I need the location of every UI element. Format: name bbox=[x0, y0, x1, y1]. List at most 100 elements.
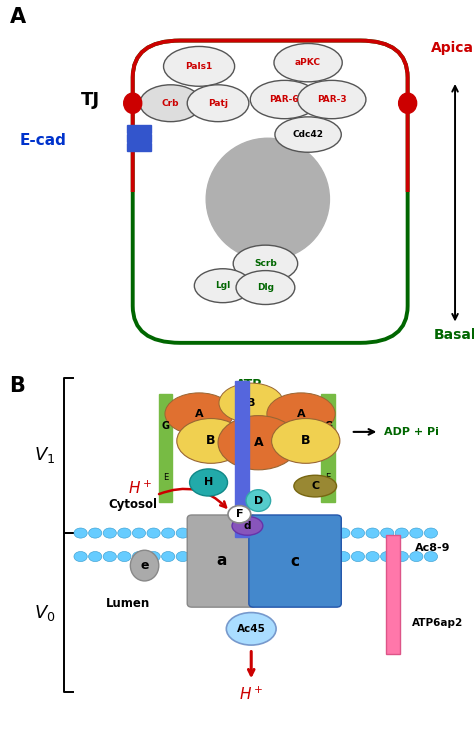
Circle shape bbox=[424, 528, 438, 538]
Ellipse shape bbox=[267, 393, 335, 435]
Circle shape bbox=[220, 528, 233, 538]
Bar bbox=[159, 394, 172, 502]
Text: Basal: Basal bbox=[434, 328, 474, 342]
Ellipse shape bbox=[246, 490, 271, 512]
Ellipse shape bbox=[250, 80, 319, 119]
Circle shape bbox=[278, 528, 292, 538]
Circle shape bbox=[264, 551, 277, 561]
Bar bbox=[321, 394, 335, 502]
Text: a: a bbox=[217, 553, 227, 569]
Ellipse shape bbox=[272, 418, 340, 464]
Ellipse shape bbox=[194, 269, 251, 303]
Circle shape bbox=[147, 528, 160, 538]
Circle shape bbox=[176, 528, 190, 538]
Text: E: E bbox=[163, 472, 168, 482]
Text: Patj: Patj bbox=[208, 99, 228, 108]
Text: aPKC: aPKC bbox=[295, 58, 321, 67]
Circle shape bbox=[337, 551, 350, 561]
Circle shape bbox=[162, 528, 175, 538]
Text: Apical: Apical bbox=[431, 41, 474, 55]
Circle shape bbox=[278, 551, 292, 561]
Text: PAR-6: PAR-6 bbox=[270, 95, 299, 104]
Ellipse shape bbox=[124, 93, 142, 113]
Text: $H^+$: $H^+$ bbox=[128, 480, 152, 496]
Text: B: B bbox=[247, 398, 255, 408]
Ellipse shape bbox=[232, 516, 263, 535]
Ellipse shape bbox=[218, 415, 299, 470]
Circle shape bbox=[176, 551, 190, 561]
Ellipse shape bbox=[140, 85, 201, 122]
Ellipse shape bbox=[228, 506, 251, 523]
Text: Ac8-9: Ac8-9 bbox=[415, 542, 450, 553]
Text: Lumen: Lumen bbox=[106, 597, 150, 610]
Circle shape bbox=[132, 551, 146, 561]
Text: PAR-3: PAR-3 bbox=[317, 95, 346, 104]
Ellipse shape bbox=[164, 47, 235, 86]
Text: A: A bbox=[254, 437, 263, 449]
Text: G: G bbox=[324, 421, 332, 431]
Text: Lgl: Lgl bbox=[215, 281, 230, 291]
Text: D: D bbox=[254, 496, 263, 506]
Text: E-cad: E-cad bbox=[19, 133, 66, 147]
Ellipse shape bbox=[399, 93, 417, 113]
Bar bbox=[127, 143, 151, 151]
Text: $H^+$: $H^+$ bbox=[239, 685, 264, 702]
Circle shape bbox=[308, 528, 321, 538]
Text: Scrb: Scrb bbox=[254, 259, 277, 268]
Text: G: G bbox=[162, 421, 169, 431]
Ellipse shape bbox=[275, 117, 341, 153]
Ellipse shape bbox=[236, 271, 295, 304]
Text: ATP: ATP bbox=[236, 377, 262, 391]
FancyBboxPatch shape bbox=[249, 515, 341, 607]
Text: Cdc42: Cdc42 bbox=[292, 130, 324, 139]
Text: C: C bbox=[311, 481, 319, 491]
Bar bbox=[81, 538, 441, 551]
Ellipse shape bbox=[165, 393, 233, 435]
Circle shape bbox=[322, 528, 336, 538]
Text: $V_0$: $V_0$ bbox=[34, 602, 56, 623]
Circle shape bbox=[410, 551, 423, 561]
Ellipse shape bbox=[294, 475, 337, 497]
Text: TJ: TJ bbox=[81, 91, 100, 109]
Text: B: B bbox=[301, 434, 310, 447]
Text: B: B bbox=[9, 376, 25, 396]
FancyBboxPatch shape bbox=[187, 515, 256, 607]
Circle shape bbox=[351, 528, 365, 538]
Text: A: A bbox=[195, 409, 203, 419]
Circle shape bbox=[249, 551, 263, 561]
Bar bbox=[127, 134, 151, 142]
Ellipse shape bbox=[219, 383, 283, 423]
Bar bbox=[235, 381, 249, 537]
Ellipse shape bbox=[187, 85, 249, 122]
Text: A: A bbox=[297, 409, 305, 419]
Text: c: c bbox=[291, 554, 300, 569]
Circle shape bbox=[147, 551, 160, 561]
Circle shape bbox=[220, 551, 233, 561]
Circle shape bbox=[395, 551, 409, 561]
Ellipse shape bbox=[177, 418, 245, 464]
Ellipse shape bbox=[274, 44, 342, 82]
Text: d: d bbox=[244, 520, 251, 531]
Circle shape bbox=[103, 528, 117, 538]
Text: H: H bbox=[204, 477, 213, 488]
Circle shape bbox=[191, 528, 204, 538]
Text: ADP + Pi: ADP + Pi bbox=[384, 427, 439, 437]
Circle shape bbox=[249, 528, 263, 538]
Text: E: E bbox=[325, 472, 331, 482]
Ellipse shape bbox=[206, 138, 329, 260]
Circle shape bbox=[366, 528, 379, 538]
Circle shape bbox=[235, 551, 248, 561]
Circle shape bbox=[132, 528, 146, 538]
Circle shape bbox=[322, 551, 336, 561]
Circle shape bbox=[366, 551, 379, 561]
Text: e: e bbox=[140, 559, 149, 572]
Text: Crb: Crb bbox=[162, 99, 179, 108]
Circle shape bbox=[410, 528, 423, 538]
Circle shape bbox=[264, 528, 277, 538]
Text: ATP6ap2: ATP6ap2 bbox=[412, 618, 464, 629]
Text: A: A bbox=[9, 7, 26, 27]
Ellipse shape bbox=[227, 612, 276, 645]
Text: B: B bbox=[206, 434, 216, 447]
Circle shape bbox=[424, 551, 438, 561]
Text: F: F bbox=[236, 510, 243, 519]
